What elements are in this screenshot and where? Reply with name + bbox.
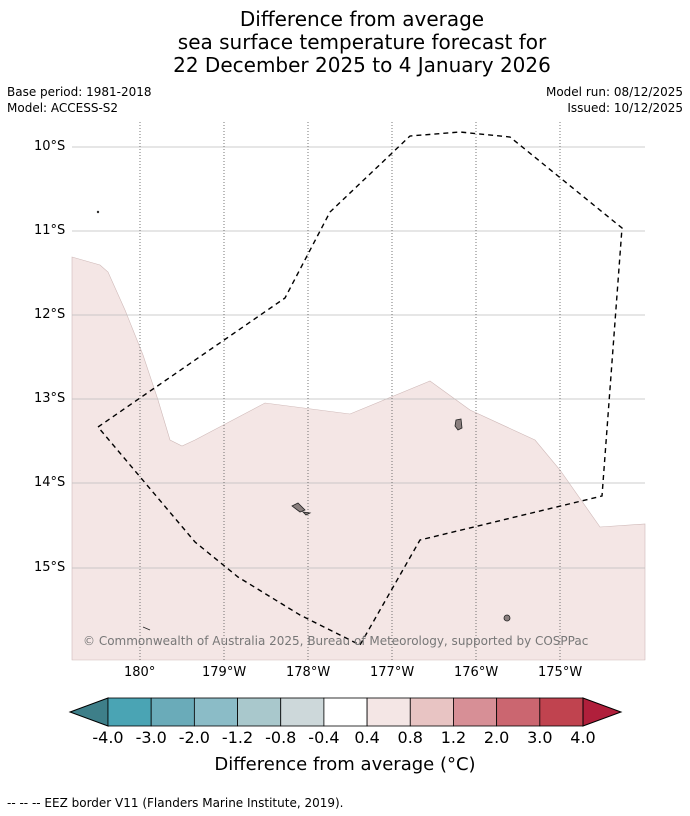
title-line-3: 22 December 2025 to 4 January 2026 (173, 53, 551, 77)
lon-label-179w: 179°W (202, 665, 247, 680)
lat-label-15s: 15°S (34, 560, 66, 575)
lat-label-12s: 12°S (34, 307, 66, 322)
colorbar-segment (150, 697, 195, 727)
lon-label-180: 180° (124, 665, 156, 680)
colorbar-segment (453, 697, 498, 727)
colorbar-segment (539, 697, 584, 727)
island-4 (503, 614, 511, 622)
colorbar-tick-label: -1.2 (221, 728, 254, 747)
lon-label-177w: 177°W (370, 665, 415, 680)
anomaly-region (71, 256, 646, 661)
island-5 (96, 210, 100, 214)
lat-label-14s: 14°S (34, 475, 66, 490)
colorbar-tick-label: 3.0 (527, 728, 553, 747)
lat-label-11s: 11°S (34, 223, 66, 238)
colorbar-tick-label: 0.4 (354, 728, 380, 747)
issued-date: Issued: 10/12/2025 (567, 101, 683, 115)
colorbar-segment (496, 697, 541, 727)
colorbar-segment (107, 697, 152, 727)
colorbar-extend-low (68, 697, 109, 727)
island-2 (291, 502, 306, 513)
island-3 (301, 511, 312, 516)
lon-label-176w: 176°W (454, 665, 499, 680)
model-name: Model: ACCESS-S2 (7, 101, 119, 115)
colorbar-segment (366, 697, 411, 727)
eez-footnote: -- -- -- EEZ border V11 (Flanders Marine… (7, 796, 344, 810)
islands (96, 210, 511, 631)
colorbar-tick-label: -0.8 (265, 728, 297, 747)
island-6 (142, 626, 151, 631)
latitude-gridlines (72, 146, 645, 569)
colorbar-tick-label: 0.8 (397, 728, 423, 747)
colorbar-segment (409, 697, 454, 727)
island-1 (454, 418, 463, 431)
eez-border (96, 131, 623, 646)
lon-label-175w: 175°W (538, 665, 583, 680)
base-period: Base period: 1981-2018 (7, 85, 152, 99)
colorbar-segment (323, 697, 368, 727)
colorbar-tick-label: -2.0 (178, 728, 210, 747)
colorbar-extend-high (582, 697, 623, 727)
title-line-2: sea surface temperature forecast for (177, 30, 547, 54)
colorbar-tick-label: -0.4 (308, 728, 340, 747)
lon-label-178w: 178°W (286, 665, 331, 680)
colorbar-title: Difference from average (°C) (214, 754, 476, 775)
colorbar-tick-label: 2.0 (483, 728, 510, 747)
meta-right: Model run: 08/12/2025 Issued: 10/12/2025 (546, 84, 683, 116)
meta-left: Base period: 1981-2018 Model: ACCESS-S2 (7, 84, 152, 116)
colorbar-segment (280, 697, 325, 727)
lat-label-13s: 13°S (34, 391, 66, 406)
title-line-1: Difference from average (239, 7, 485, 31)
colorbar-segment (193, 697, 238, 727)
lat-label-10s: 10°S (34, 139, 66, 154)
chart-title: Difference from average sea surface temp… (0, 8, 690, 77)
colorbar (68, 697, 623, 727)
colorbar-tick-label: 4.0 (570, 728, 596, 747)
colorbar-tick-label: 1.2 (440, 728, 467, 747)
colorbar-tick-label: -4.0 (92, 728, 124, 747)
colorbar-segment (237, 697, 282, 727)
model-run: Model run: 08/12/2025 (545, 85, 683, 99)
copyright-text: © Commonwealth of Australia 2025, Bureau… (83, 634, 588, 648)
colorbar-tick-labels: -4.0 -3.0 -2.0 -1.2 -0.8 -0.4 0.4 0.8 1.2 2.0 3.0 4… (0, 728, 690, 748)
colorbar-tick-label: -3.0 (135, 728, 167, 747)
